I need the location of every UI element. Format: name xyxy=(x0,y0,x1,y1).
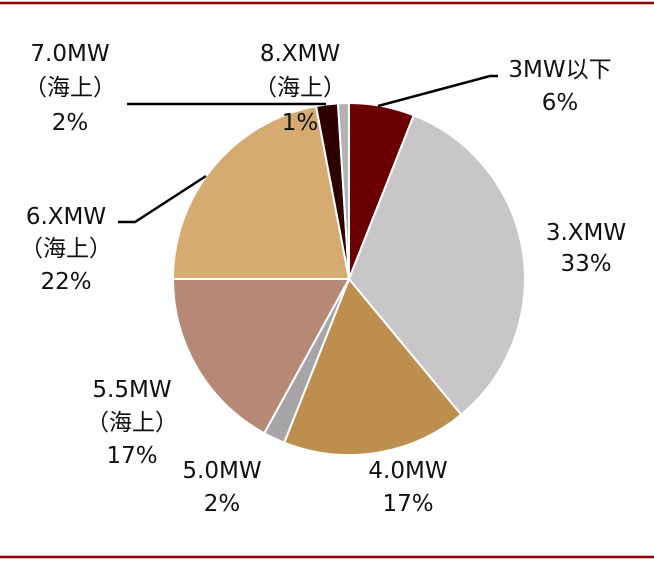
slice-label-percent: 2% xyxy=(204,491,241,517)
leader-line-6xmw xyxy=(118,174,207,224)
slice-label-name: 5.5MW xyxy=(92,377,171,403)
label-group-3mw-below: 3MW以下 6% xyxy=(508,57,611,116)
label-group-3xmw: 3.XMW 33% xyxy=(546,220,626,277)
slice-label-name: 8.XMW xyxy=(260,41,340,67)
pie-slice-1 xyxy=(347,114,526,417)
pie-chart: 3MW以下 6% 3.XMW 33% 4.0MW 17% 5.0MW 2% 5.… xyxy=(20,41,626,517)
label-group-5-5mw: 5.5MW （海上） 17% xyxy=(86,377,178,469)
pie-slice-5 xyxy=(171,104,351,280)
leader-lines xyxy=(118,74,498,224)
slice-label-percent: 22% xyxy=(40,269,91,295)
label-group-7-0mw: 7.0MW （海上） 2% xyxy=(24,41,116,136)
label-group-5-0mw: 5.0MW 2% xyxy=(182,458,261,517)
label-group-6xmw: 6.XMW （海上） 22% xyxy=(20,204,112,295)
pie-slices xyxy=(171,101,526,456)
slice-label-percent: 33% xyxy=(560,251,611,277)
slice-label-sub: （海上） xyxy=(86,410,178,436)
slice-label-percent: 17% xyxy=(106,443,157,469)
pie-slice-2 xyxy=(282,277,463,456)
slice-label-name: 4.0MW xyxy=(368,458,447,484)
pie-slice-4 xyxy=(171,278,351,435)
slice-label-sub: （海上） xyxy=(254,75,346,101)
slice-label-name: 5.0MW xyxy=(182,458,261,484)
slice-label-name: 3.XMW xyxy=(546,220,626,246)
leader-line-3mw-below xyxy=(377,74,498,108)
slice-label-percent: 1% xyxy=(282,110,319,136)
pie-slice-7 xyxy=(336,101,350,280)
slice-label-sub: （海上） xyxy=(24,75,116,101)
label-group-8xmw: 8.XMW （海上） 1% xyxy=(254,41,346,136)
slice-label-name: 3MW以下 xyxy=(508,57,611,83)
slice-labels: 3MW以下 6% 3.XMW 33% 4.0MW 17% 5.0MW 2% 5.… xyxy=(20,41,626,517)
label-group-4-0mw: 4.0MW 17% xyxy=(368,458,447,517)
slice-label-name: 6.XMW xyxy=(26,204,106,230)
slice-label-percent: 6% xyxy=(542,90,579,116)
slice-label-name: 7.0MW xyxy=(30,41,109,67)
slice-label-percent: 2% xyxy=(52,110,89,136)
slice-label-percent: 17% xyxy=(382,491,433,517)
slice-label-sub: （海上） xyxy=(20,236,112,262)
